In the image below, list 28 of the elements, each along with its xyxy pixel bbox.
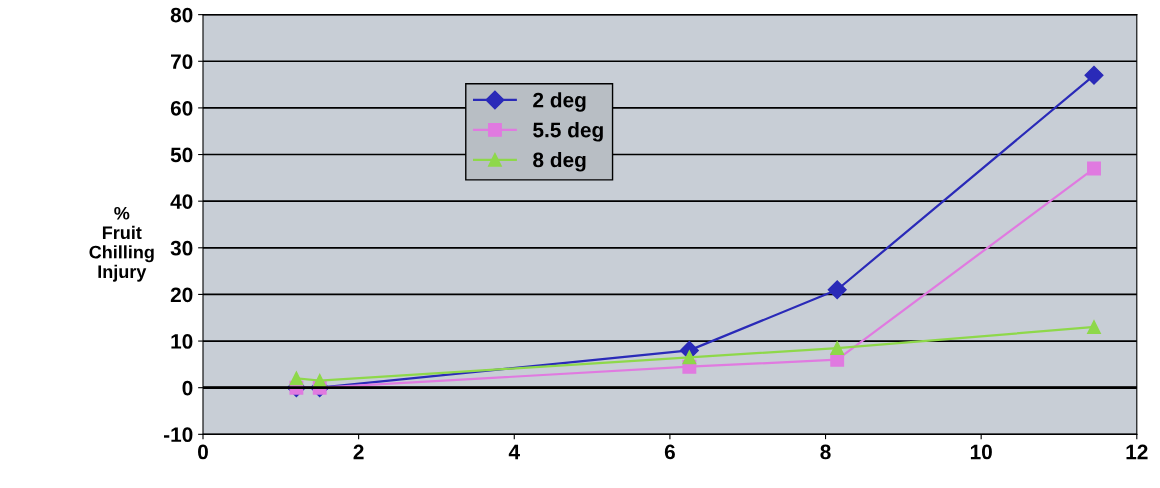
- legend-label: 2 deg: [533, 92, 586, 112]
- x-tick-label: 8: [820, 444, 831, 460]
- x-tick-label: 12: [1126, 444, 1148, 460]
- point: [1087, 161, 1101, 176]
- y-tick-label: 30: [170, 240, 193, 256]
- point: [830, 341, 845, 355]
- point: [1087, 320, 1101, 335]
- y-tick-label: 10: [171, 334, 193, 349]
- y-tick-label: 60: [170, 100, 193, 116]
- y-axis-title: % Fruit Chilling Injury: [89, 206, 154, 282]
- x-tick-label: 4: [508, 444, 520, 460]
- x-tick-label: 0: [198, 444, 208, 460]
- y-tick-label: 70: [171, 54, 193, 70]
- y-tick-label: 20: [170, 287, 193, 303]
- y-tick-label: -10: [163, 427, 193, 443]
- y-tick-label: 50: [170, 147, 193, 163]
- x-tick-label: 10: [970, 444, 992, 460]
- x-tick-label: 6: [664, 444, 675, 460]
- point: [682, 350, 697, 365]
- y-tick-label: 80: [170, 7, 193, 23]
- x-tick-label: 2: [353, 444, 364, 460]
- legend-label: 5.5 deg: [533, 122, 603, 142]
- legend-label: 8 deg: [533, 152, 586, 172]
- point: [827, 280, 847, 300]
- point: [1084, 65, 1104, 85]
- y-tick-label: 0: [182, 380, 193, 396]
- point: [289, 371, 304, 386]
- y-tick-label: 40: [170, 194, 193, 209]
